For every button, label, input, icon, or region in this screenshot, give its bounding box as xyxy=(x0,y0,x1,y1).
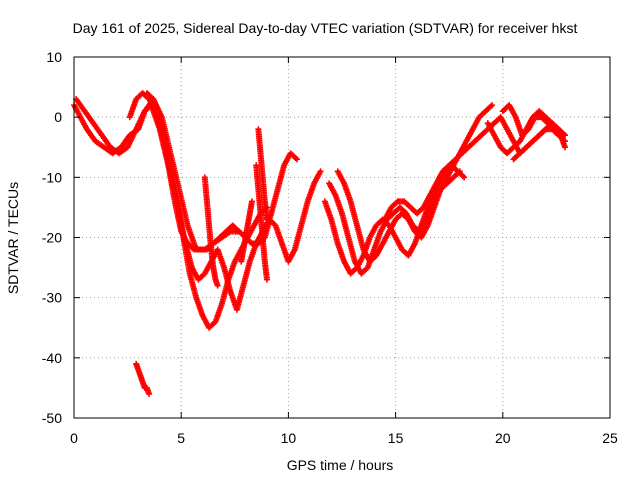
data-point xyxy=(263,276,270,283)
y-tick-label: -50 xyxy=(42,410,62,426)
tick-marks xyxy=(73,56,611,419)
data-point xyxy=(146,390,153,397)
data-point xyxy=(214,282,221,289)
data-point xyxy=(317,168,324,175)
y-tick-label: 10 xyxy=(46,49,62,65)
data-point xyxy=(489,102,496,109)
data-point xyxy=(461,174,468,181)
data-point xyxy=(248,198,255,205)
y-tick-label: -20 xyxy=(42,230,62,246)
y-axis-label: SDTVAR / TECUs xyxy=(5,182,21,294)
x-tick-label: 15 xyxy=(388,430,404,446)
y-tick-label: -40 xyxy=(42,350,62,366)
x-tick-label: 0 xyxy=(70,430,78,446)
y-tick-label: -30 xyxy=(42,290,62,306)
x-tick-label: 10 xyxy=(281,430,297,446)
data-points xyxy=(71,90,568,397)
x-axis-label: GPS time / hours xyxy=(287,457,394,473)
x-tick-label: 20 xyxy=(495,430,511,446)
x-tick-label: 5 xyxy=(177,430,185,446)
data-point xyxy=(561,144,568,151)
data-point xyxy=(561,132,568,139)
x-tick-label: 25 xyxy=(602,430,618,446)
y-tick-label: 0 xyxy=(54,109,62,125)
y-tick-labels: -50 -40 -30 -20 -10 0 10 xyxy=(42,49,62,426)
data-point xyxy=(293,156,300,163)
x-tick-labels: 0 5 10 15 20 25 xyxy=(70,430,618,446)
chart-title: Day 161 of 2025, Sidereal Day-to-day VTE… xyxy=(73,20,578,36)
data-point xyxy=(263,216,270,223)
y-tick-label: -10 xyxy=(42,169,62,185)
